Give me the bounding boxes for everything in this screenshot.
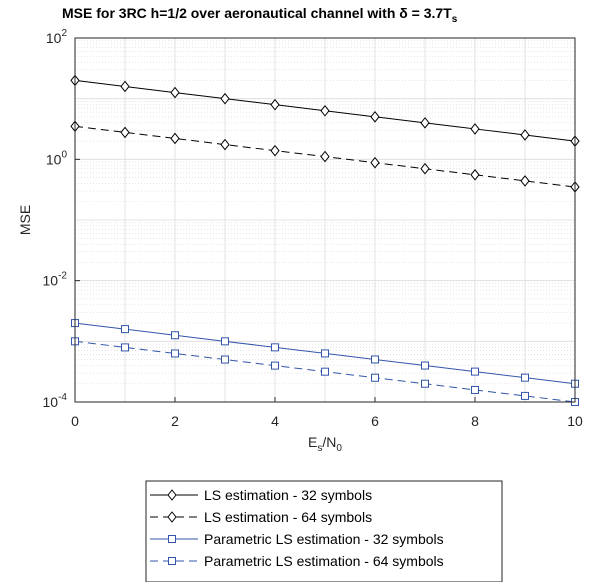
- x-tick-label: 8: [471, 413, 479, 429]
- data-point: [120, 126, 130, 139]
- data-point: [270, 144, 280, 157]
- data-point: [470, 123, 480, 135]
- x-tick-label: 0: [71, 413, 79, 429]
- legend-label: Parametric LS estimation - 64 symbols: [204, 553, 444, 569]
- legend-entry-2: LS estimation - 64 symbols: [150, 509, 372, 525]
- plot-frame: [74, 37, 576, 403]
- x-axis-label-sub1: s: [317, 443, 322, 454]
- data-point: [420, 117, 430, 129]
- data-point: [471, 367, 479, 376]
- x-axis-label-main: E: [308, 434, 317, 450]
- data-point: [271, 361, 279, 370]
- legend-label: LS estimation - 64 symbols: [204, 509, 372, 525]
- data-point: [220, 138, 230, 151]
- data-point: [320, 150, 330, 163]
- data-point: [320, 104, 330, 117]
- y-tick-label: 10-2: [43, 271, 68, 289]
- data-point: [370, 111, 380, 123]
- data-point: [421, 379, 429, 388]
- x-tick-label: 4: [271, 413, 279, 429]
- chart-title-subscript: s: [452, 14, 458, 25]
- data-point: [370, 156, 380, 169]
- y-axis-label: MSE: [17, 205, 33, 235]
- x-tick-label: 2: [171, 413, 179, 429]
- data-point: [221, 355, 229, 364]
- ticks-layer: [74, 37, 576, 403]
- legend-marker: [168, 557, 176, 565]
- legend-box: [145, 480, 503, 582]
- y-tick-label: 100: [46, 149, 68, 167]
- y-tick-labels: 10-4 10-2 100 102: [43, 28, 68, 410]
- data-point: [270, 98, 280, 111]
- data-point: [321, 367, 329, 376]
- legend-entry-1: LS estimation - 32 symbols: [150, 487, 372, 503]
- chart-title-main: MSE for 3RC h=1/2 over aeronautical chan…: [62, 5, 452, 21]
- legend-entry-3: Parametric LS estimation - 32 symbols: [150, 531, 444, 547]
- data-point: [170, 132, 180, 145]
- series-layer: [70, 74, 580, 406]
- data-point: [420, 162, 430, 175]
- x-tick-label: 10: [567, 413, 583, 429]
- data-point: [220, 92, 230, 105]
- x-tick-label: 6: [371, 413, 379, 429]
- data-point: [521, 391, 529, 400]
- x-axis-label-mid: /N: [322, 434, 336, 450]
- data-point: [120, 80, 130, 93]
- legend-marker: [168, 535, 176, 543]
- data-point: [321, 349, 329, 358]
- legend-label: Parametric LS estimation - 32 symbols: [204, 531, 444, 547]
- legend-label: LS estimation - 32 symbols: [204, 487, 372, 503]
- x-axis-label: Es/N0: [308, 434, 342, 454]
- data-point: [221, 337, 229, 346]
- data-point: [171, 349, 179, 358]
- legend-marker: [167, 511, 177, 523]
- data-point: [121, 343, 129, 352]
- data-point: [470, 168, 480, 181]
- data-point: [171, 331, 179, 340]
- data-point: [471, 385, 479, 394]
- y-tick-label: 102: [46, 28, 68, 46]
- data-point: [520, 129, 530, 141]
- data-point: [271, 343, 279, 352]
- data-point: [521, 373, 529, 382]
- chart-title: MSE for 3RC h=1/2 over aeronautical chan…: [62, 5, 458, 25]
- data-point: [520, 175, 530, 187]
- data-point: [371, 373, 379, 382]
- data-point: [421, 361, 429, 370]
- data-point: [170, 86, 180, 99]
- legend-marker: [167, 489, 177, 501]
- x-axis-label-sub2: 0: [336, 443, 342, 454]
- data-point: [121, 325, 129, 334]
- data-point: [371, 355, 379, 364]
- legend-entry-4: Parametric LS estimation - 64 symbols: [150, 553, 444, 569]
- y-tick-label: 10-4: [43, 392, 68, 410]
- x-tick-labels: 0 2 4 6 8 10: [71, 413, 583, 429]
- legend: LS estimation - 32 symbols LS estimation …: [145, 480, 503, 582]
